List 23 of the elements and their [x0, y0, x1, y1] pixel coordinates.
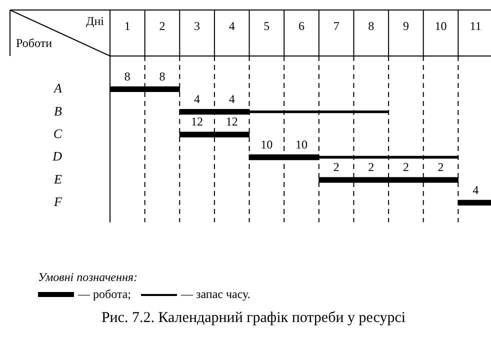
annotation: 2	[438, 160, 444, 174]
y-tick-label: D	[52, 148, 63, 164]
y-tick-label: B	[54, 103, 62, 118]
text: Рис. 7.2. Календарний графік потреби у ресурсі	[100, 310, 407, 327]
annotation: 4	[194, 92, 200, 106]
annotation: 2	[402, 160, 409, 174]
y-tick-label: A	[53, 80, 62, 96]
legend-title: Умовні позначення:	[38, 270, 138, 285]
legend-label: — робота;	[78, 287, 131, 302]
annotation: 2	[368, 160, 374, 174]
legend-label: — запас часу.	[181, 287, 250, 302]
annotation: 10	[296, 137, 308, 152]
y-tick-label: E	[53, 171, 62, 186]
annotation: 2	[333, 160, 340, 174]
annotation: 12	[226, 114, 238, 129]
y-tick-label: F	[53, 194, 64, 210]
annotation: 8	[159, 69, 166, 84]
annotation: 8	[124, 69, 130, 84]
y-tick-label: C	[53, 126, 62, 141]
annotation: 4	[472, 182, 479, 197]
annotation: 4	[228, 92, 235, 106]
annotation: 12	[191, 114, 204, 129]
annotation: 10	[260, 137, 273, 152]
